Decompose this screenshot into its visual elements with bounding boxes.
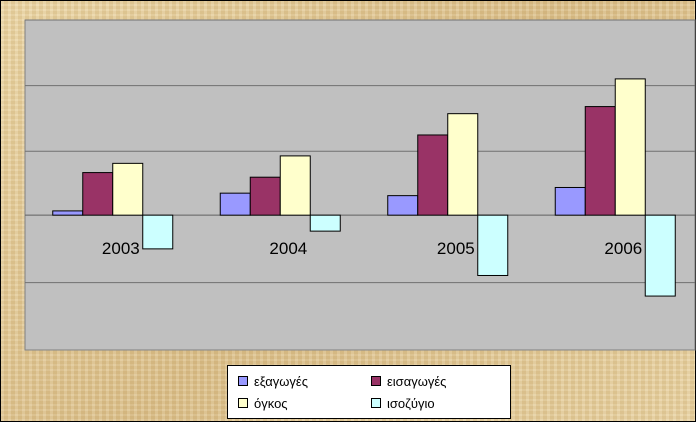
legend-item-balance: ισοζύγιο — [371, 392, 504, 414]
legend-swatch-imports — [371, 376, 381, 386]
category-label-2004: 2004 — [269, 239, 307, 258]
legend-label-volume: όγκος — [254, 395, 288, 411]
bars — [52, 78, 676, 297]
bar-2-2004 — [279, 155, 311, 216]
legend-item-volume: όγκος — [238, 392, 371, 414]
legend-label-imports: εισαγωγές — [387, 373, 447, 389]
bar-1-2003 — [82, 172, 114, 216]
bar-1-2005 — [417, 134, 449, 216]
bar-3-2005 — [477, 214, 509, 276]
category-label-2003: 2003 — [102, 239, 140, 258]
category-label-2005: 2005 — [437, 239, 475, 258]
legend-label-balance: ισοζύγιο — [387, 395, 435, 411]
category-label-2006: 2006 — [604, 239, 642, 258]
legend-swatch-volume — [238, 398, 248, 408]
bar-3-2003 — [142, 214, 174, 250]
legend-swatch-exports — [238, 376, 248, 386]
legend-label-exports: εξαγωγές — [254, 373, 308, 389]
bar-0-2005 — [387, 195, 419, 216]
bar-0-2006 — [554, 186, 586, 216]
bar-0-2003 — [52, 210, 84, 216]
legend: εξαγωγές εισαγωγές όγκος ισοζύγιο — [227, 365, 511, 419]
category-labels: 2003 2004 2005 2006 — [102, 239, 642, 258]
bar-3-2004 — [309, 214, 341, 232]
legend-item-exports: εξαγωγές — [238, 370, 371, 392]
legend-item-imports: εισαγωγές — [371, 370, 504, 392]
legend-swatch-balance — [371, 398, 381, 408]
bar-1-2006 — [584, 106, 616, 216]
bar-2-2006 — [614, 78, 646, 216]
bar-1-2004 — [249, 176, 281, 216]
bar-3-2006 — [644, 214, 676, 297]
bar-2-2003 — [112, 162, 144, 216]
bar-2-2005 — [447, 113, 479, 216]
bar-0-2004 — [219, 192, 251, 216]
